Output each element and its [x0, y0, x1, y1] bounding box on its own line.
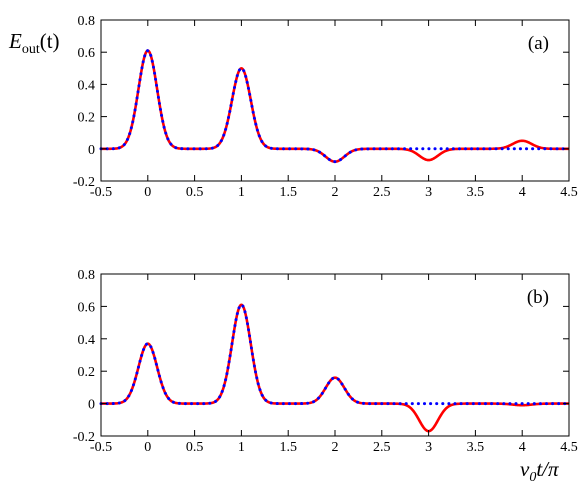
panel-label: (b)	[527, 287, 549, 308]
y-tick-label: 0.4	[78, 333, 96, 348]
x-tick-label: 3	[425, 185, 432, 200]
y-tick-label: 0	[88, 398, 95, 413]
y-tick-label: 0.6	[78, 300, 96, 315]
x-tick-label: 1.5	[279, 440, 297, 455]
y-axis-label-subscript: out	[22, 42, 40, 57]
x-tick-label: 2.5	[373, 185, 391, 200]
x-tick-label: 1.5	[279, 185, 297, 200]
x-tick-label: 4.5	[560, 440, 578, 455]
y-tick-label: -0.2	[73, 175, 95, 190]
y-tick-label: 0	[88, 143, 95, 158]
x-tick-label: 4	[519, 440, 526, 455]
series-line-blue	[99, 48, 571, 164]
y-tick-label: 0.2	[78, 111, 96, 126]
x-axis-label-tail: t/π	[536, 457, 559, 481]
x-axis-label: v0t/π	[520, 457, 559, 485]
plot-frame	[100, 273, 570, 437]
panel-b: -0.5 0 0.5 1 1.5 2 2.5 3 3.5 4 4.5 -0.2 0 0.2 0.4 0.6 0.…	[73, 268, 578, 455]
y-axis-label: Eout(t)	[8, 29, 60, 57]
y-tick-label: 0.8	[78, 14, 96, 29]
x-tick-label: -0.5	[90, 185, 112, 200]
y-axis-label-tail: (t)	[40, 29, 60, 53]
x-tick-label: 0.5	[186, 185, 204, 200]
series-line-blue	[99, 303, 571, 406]
panel-a: -0.5 0 0.5 1 1.5 2 2.5 3 3.5 4 4.5 -0.2 0 0.2 0.4 0.6 0.…	[73, 14, 578, 200]
y-tick-label: 0.8	[78, 268, 96, 283]
y-tick-label: -0.2	[73, 430, 95, 445]
x-tick-label: 3	[425, 440, 432, 455]
y-axis-label-base: E	[8, 29, 22, 53]
x-tick-label: 3.5	[467, 440, 485, 455]
x-axis-label-base: v	[520, 457, 530, 481]
x-tick-label: 2	[332, 185, 339, 200]
x-tick-label: 0.5	[186, 440, 204, 455]
x-axis-label-subscript: 0	[529, 470, 536, 485]
x-tick-label: 0	[144, 185, 151, 200]
x-tick-label: 0	[144, 440, 151, 455]
x-tick-label: -0.5	[90, 440, 112, 455]
x-tick-label: 1	[238, 185, 245, 200]
x-tick-label: 4.5	[560, 185, 578, 200]
x-tick-label: 3.5	[467, 185, 485, 200]
x-tick-label: 4	[519, 185, 526, 200]
x-tick-label: 2.5	[373, 440, 391, 455]
x-tick-label: 1	[238, 440, 245, 455]
y-tick-label: 0.4	[78, 78, 96, 93]
y-tick-label: 0.2	[78, 365, 96, 380]
plot-frame	[100, 19, 570, 182]
panel-label: (a)	[528, 33, 549, 54]
y-tick-label: 0.6	[78, 46, 96, 61]
x-tick-label: 2	[332, 440, 339, 455]
series-line-red	[100, 303, 570, 433]
